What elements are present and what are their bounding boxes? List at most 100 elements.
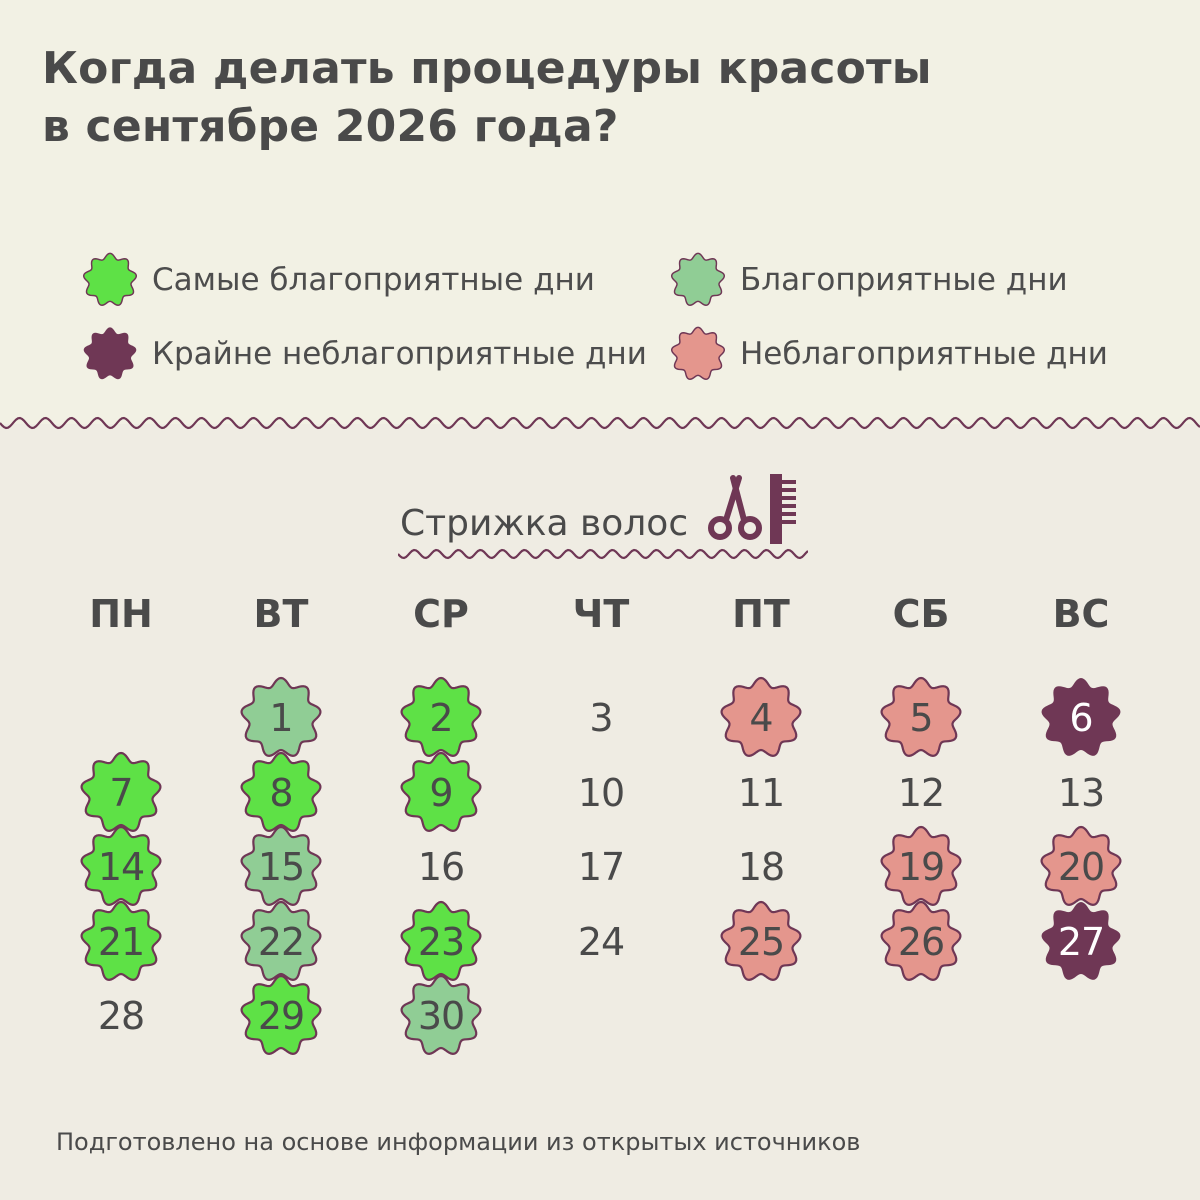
calendar-day-number: 26	[897, 919, 945, 964]
page-title-line-1: Когда делать процедуры красоты	[42, 43, 932, 94]
bad-day-flower-icon	[671, 326, 725, 380]
best-day-flower-icon	[80, 825, 162, 906]
section-header: Стрижка волос	[400, 474, 798, 544]
calendar-day-number: 9	[429, 770, 453, 815]
calendar-day-number: 24	[577, 919, 625, 964]
good-day-flower-icon	[240, 825, 322, 906]
legend-item-bad: Неблагоприятные дни	[670, 324, 1108, 384]
calendar-day-number: 17	[577, 845, 625, 889]
calendar-day-4: 4	[719, 676, 803, 760]
best-day-flower-icon	[80, 900, 162, 981]
page-title: Когда делать процедуры красоты в сентябр…	[42, 40, 932, 156]
calendar-day-10: 10	[559, 751, 643, 835]
weekday-1: ПН	[89, 592, 153, 636]
calendar-day-5: 5	[879, 676, 963, 760]
calendar-day-number: 28	[97, 994, 145, 1038]
bad-day-flower-icon	[880, 900, 962, 981]
legend-label-bad: Неблагоприятные дни	[740, 336, 1108, 372]
very-bad-day-flower-icon	[83, 327, 137, 380]
calendar-day-13: 13	[1039, 751, 1123, 835]
calendar-day-18: 18	[719, 825, 803, 909]
section-title-underline	[398, 548, 808, 560]
calendar-day-number: 10	[577, 770, 625, 815]
calendar-day-number: 5	[909, 696, 933, 740]
legend-item-good: Благоприятные дни	[670, 250, 1068, 310]
calendar-day-29: 29	[239, 974, 323, 1058]
calendar-day-1: 1	[239, 676, 323, 760]
very-bad-day-flower-icon	[1041, 678, 1121, 756]
calendar-day-number: 20	[1057, 845, 1105, 889]
bad-day-flower-icon	[1040, 825, 1122, 906]
calendar-day-number: 29	[257, 994, 305, 1038]
good-day-flower-icon	[240, 676, 322, 757]
source-note: Подготовлено на основе информации из отк…	[56, 1128, 861, 1156]
calendar-day-21: 21	[79, 900, 163, 984]
calendar-day-number: 4	[749, 696, 773, 740]
weekday-2: ВТ	[253, 592, 309, 636]
calendar-day-number: 30	[417, 994, 465, 1038]
calendar-day-23: 23	[399, 900, 483, 984]
calendar-day-30: 30	[399, 974, 483, 1058]
calendar-day-9: 9	[399, 751, 483, 835]
legend-label-best: Самые благоприятные дни	[152, 262, 595, 298]
calendar-day-11: 11	[719, 751, 803, 835]
calendar-day-17: 17	[559, 825, 643, 909]
best-day-flower-icon	[400, 751, 482, 832]
calendar-day-number: 7	[109, 770, 133, 815]
calendar-day-number: 14	[97, 845, 145, 889]
bad-day-flower-icon	[720, 900, 802, 981]
header-panel	[0, 0, 1200, 424]
calendar-day-number: 11	[737, 770, 785, 815]
calendar-day-number: 21	[97, 919, 145, 964]
weekday-7: ВС	[1052, 592, 1110, 636]
calendar-day-number: 25	[737, 919, 785, 964]
bad-day-flower-icon	[880, 676, 962, 757]
good-day-flower-icon	[671, 252, 725, 306]
best-day-flower-icon	[240, 751, 322, 832]
calendar-day-2: 2	[399, 676, 483, 760]
legend-label-very-bad: Крайне неблагоприятные дни	[152, 336, 647, 372]
bad-day-flower-icon	[880, 825, 962, 906]
very-bad-day-flower-icon	[1041, 901, 1121, 980]
calendar-day-8: 8	[239, 751, 323, 835]
calendar-day-number: 23	[417, 919, 465, 964]
calendar-day-12: 12	[879, 751, 963, 835]
weekday-5: ПТ	[732, 592, 790, 636]
calendar-day-number: 12	[897, 770, 945, 815]
calendar-day-14: 14	[79, 825, 163, 909]
calendar-day-number: 8	[269, 770, 293, 815]
calendar-day-number: 6	[1069, 696, 1093, 740]
calendar-day-19: 19	[879, 825, 963, 909]
calendar-day-16: 16	[399, 825, 483, 909]
calendar-day-number: 19	[897, 845, 945, 889]
calendar-day-number: 18	[737, 845, 785, 889]
legend-item-best: Самые благоприятные дни	[82, 250, 595, 310]
calendar-day-7: 7	[79, 751, 163, 835]
calendar-day-number: 2	[429, 696, 453, 740]
legend: Самые благоприятные дни Благоприятные дн…	[0, 0, 1200, 424]
wavy-divider	[0, 416, 1200, 430]
calendar-day-22: 22	[239, 900, 323, 984]
weekday-6: СБ	[892, 592, 950, 636]
best-day-flower-icon	[80, 751, 162, 832]
good-day-flower-icon	[400, 974, 482, 1055]
calendar-day-number: 15	[257, 845, 305, 889]
best-day-flower-icon	[400, 900, 482, 981]
page-title-line-2: в сентябре 2026 года?	[42, 101, 619, 152]
good-day-flower-icon	[240, 900, 322, 981]
best-day-flower-icon	[83, 252, 137, 306]
calendar-day-24: 24	[559, 900, 643, 984]
calendar-day-number: 22	[257, 919, 305, 964]
weekday-3: СР	[413, 592, 469, 636]
calendar-day-26: 26	[879, 900, 963, 984]
legend-item-very-bad: Крайне неблагоприятные дни	[82, 324, 647, 384]
calendar-day-20: 20	[1039, 825, 1123, 909]
scissors-and-comb-icon	[708, 474, 797, 544]
calendar-day-number: 1	[269, 696, 293, 740]
calendar-day-6: 6	[1039, 676, 1123, 760]
legend-label-good: Благоприятные дни	[740, 262, 1068, 298]
calendar-day-number: 16	[417, 845, 465, 889]
bad-day-flower-icon	[720, 676, 802, 757]
best-day-flower-icon	[240, 974, 322, 1055]
best-day-flower-icon	[400, 676, 482, 757]
